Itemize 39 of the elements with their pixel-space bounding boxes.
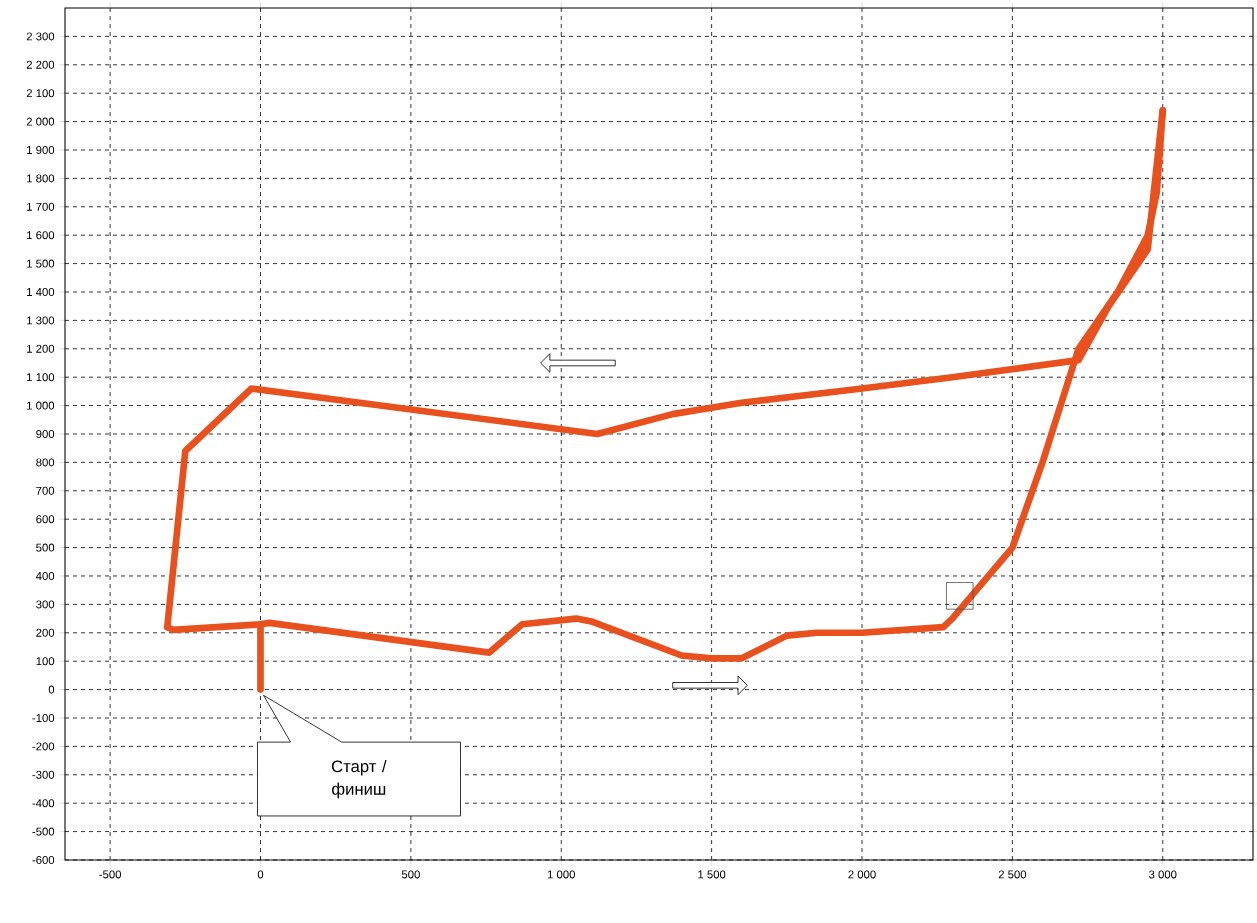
y-tick-label: -100 — [32, 713, 55, 722]
y-tick-label: -300 — [32, 770, 55, 779]
y-tick-label: 900 — [36, 429, 55, 438]
y-tick-label: 2 200 — [26, 60, 55, 69]
y-tick-label: 500 — [36, 543, 55, 552]
y-tick-label: 1 900 — [27, 145, 55, 154]
x-tick-label: 3 000 — [1149, 870, 1177, 879]
x-tick-label: 1 000 — [547, 870, 575, 879]
y-tick-label: 300 — [36, 600, 55, 609]
y-tick-label: 100 — [36, 657, 55, 666]
x-tick-label: -500 — [99, 870, 122, 879]
y-tick-label: 1 000 — [27, 401, 55, 410]
y-tick-label: 1 200 — [27, 344, 55, 353]
x-tick-label: 2 500 — [998, 870, 1027, 879]
y-tick-label: 1 700 — [27, 202, 55, 211]
y-tick-label: 2 300 — [26, 32, 55, 41]
x-tick-label: 500 — [401, 870, 420, 879]
y-tick-label: 0 — [48, 685, 55, 694]
y-tick-label: -500 — [32, 827, 55, 836]
y-tick-label: -400 — [32, 799, 55, 808]
y-tick-label: 1 400 — [27, 287, 55, 296]
annotation: Старт / финиш — [331, 759, 387, 799]
y-tick-label: 1 600 — [27, 231, 55, 240]
y-tick-label: 600 — [36, 515, 55, 524]
y-tick-label: 200 — [36, 628, 55, 637]
y-tick-label: -200 — [32, 742, 55, 751]
x-tick-label: 0 — [257, 870, 264, 879]
y-tick-label: -600 — [32, 855, 55, 864]
y-tick-label: 1 500 — [27, 259, 55, 268]
x-tick-label: 2 000 — [848, 870, 876, 879]
y-tick-label: 1 100 — [27, 373, 55, 382]
x-tick-label: 1 500 — [698, 870, 726, 879]
y-tick-label: 800 — [36, 458, 55, 467]
y-tick-label: 2 000 — [26, 117, 55, 126]
y-tick-label: 1 300 — [27, 316, 55, 325]
y-tick-label: 1 800 — [27, 174, 55, 183]
y-tick-label: 700 — [36, 486, 55, 495]
y-tick-label: 400 — [35, 571, 55, 580]
y-tick-label: 2 100 — [26, 89, 55, 98]
